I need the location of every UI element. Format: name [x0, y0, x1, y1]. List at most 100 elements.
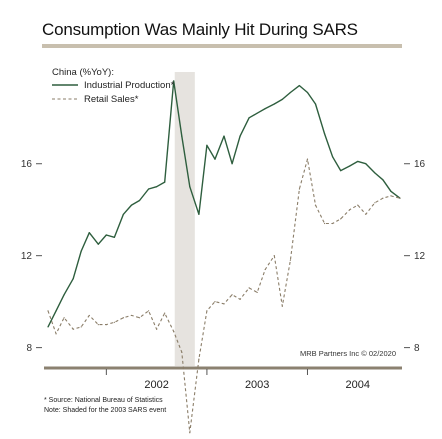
data-point	[289, 91, 291, 94]
data-point	[138, 317, 141, 319]
data-point	[273, 103, 275, 105]
series-retail-sales	[47, 158, 401, 434]
data-point	[72, 328, 74, 330]
data-point	[130, 204, 133, 206]
data-point	[206, 310, 208, 312]
data-point	[306, 158, 309, 160]
data-point	[374, 172, 376, 174]
data-point	[314, 204, 317, 206]
data-point	[248, 117, 250, 119]
data-point	[332, 156, 334, 158]
data-point	[349, 165, 351, 167]
series-layer	[47, 80, 401, 434]
data-point	[113, 236, 115, 238]
data-point	[105, 324, 107, 326]
data-point	[198, 358, 200, 360]
series-line	[47, 158, 401, 434]
data-point	[390, 190, 392, 192]
data-point	[164, 312, 166, 314]
data-point	[122, 317, 125, 319]
data-point	[332, 222, 334, 225]
footnotes: * Source: National Bureau of Statistics …	[44, 396, 166, 416]
chart-title: Consumption Was Mainly Hit During SARS	[42, 20, 358, 39]
y-tick-label-left: 12	[21, 251, 33, 262]
data-point	[164, 181, 166, 183]
data-point	[63, 294, 65, 296]
data-point	[88, 232, 90, 234]
x-tick-label: 2004	[346, 379, 370, 391]
y-axis-left: 8 12 16	[21, 159, 42, 354]
data-point	[340, 218, 342, 220]
title-divider	[42, 44, 402, 48]
data-point	[281, 98, 283, 100]
data-point	[173, 80, 175, 82]
data-point	[97, 324, 99, 326]
data-point	[239, 135, 241, 137]
data-point	[374, 202, 376, 204]
data-point	[181, 135, 183, 137]
data-point	[264, 107, 266, 110]
data-point	[256, 291, 258, 294]
data-point	[231, 294, 233, 296]
data-point	[88, 314, 90, 317]
data-point	[189, 186, 191, 188]
data-point	[323, 133, 326, 135]
x-tick-label: 2003	[245, 379, 269, 391]
data-point	[55, 310, 57, 312]
data-point	[214, 158, 216, 160]
data-point	[206, 144, 208, 146]
y-axis-right: 8 12 16	[404, 159, 426, 354]
data-point	[47, 310, 49, 312]
data-point	[231, 163, 233, 165]
data-point	[239, 298, 241, 300]
data-point	[323, 222, 326, 225]
data-point	[399, 197, 401, 199]
legend-label-retail-sales: Retail Sales*	[84, 94, 139, 105]
data-point	[173, 330, 175, 333]
data-point	[365, 213, 367, 215]
data-point	[264, 268, 266, 271]
data-point	[181, 351, 183, 353]
data-point	[122, 213, 125, 215]
data-point	[105, 234, 107, 236]
y-tick-label-left: 16	[21, 159, 33, 170]
data-point	[80, 326, 82, 328]
data-point	[156, 328, 158, 330]
data-point	[390, 195, 392, 197]
data-point	[357, 204, 359, 206]
sars-shaded-region	[174, 72, 195, 366]
chart-credit: MRB Partners Inc © 02/2020	[300, 349, 396, 358]
data-point	[306, 91, 309, 94]
data-point	[382, 179, 384, 181]
legend-label-industrial-production: Industrial Production*	[84, 80, 175, 91]
data-point	[273, 255, 275, 257]
data-point	[130, 314, 133, 317]
series-industrial-production	[47, 80, 401, 328]
data-point	[289, 259, 291, 261]
legend: China (%YoY): Industrial Production* Ret…	[52, 67, 175, 105]
data-point	[298, 188, 301, 190]
data-point	[298, 84, 301, 87]
data-point	[340, 170, 342, 172]
x-axis: 2002 2003 2004	[105, 369, 370, 391]
data-point	[365, 163, 367, 165]
y-tick-label-right: 16	[414, 159, 426, 170]
data-point	[223, 135, 225, 137]
data-point	[147, 310, 150, 312]
data-point	[147, 188, 150, 190]
data-point	[80, 250, 82, 252]
data-point	[214, 301, 216, 303]
data-point	[357, 160, 359, 163]
data-point	[72, 278, 74, 280]
y-tick-label-right: 12	[414, 251, 426, 262]
data-point	[198, 213, 200, 215]
y-tick-label-right: 8	[414, 343, 420, 354]
x-tick-label: 2002	[144, 379, 168, 391]
data-point	[55, 333, 57, 335]
footnote-source: * Source: National Bureau of Statistics	[44, 397, 163, 404]
data-point	[138, 199, 141, 202]
data-point	[223, 303, 225, 305]
data-point	[47, 326, 49, 328]
data-point	[63, 317, 65, 319]
data-point	[349, 209, 351, 211]
